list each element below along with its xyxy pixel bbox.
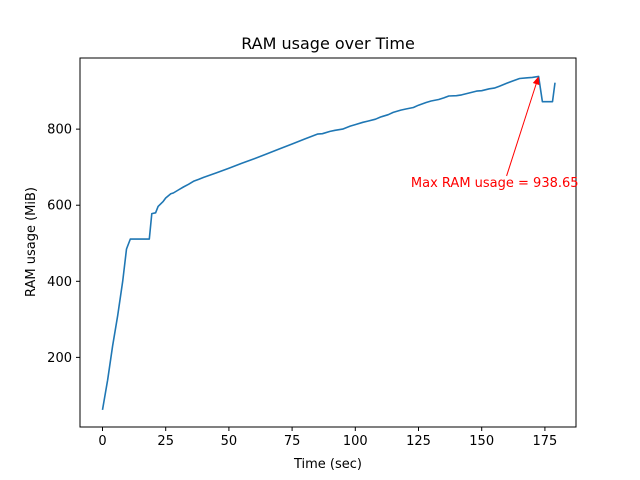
x-axis-ticks: 0 25 50 75 100 125 150 175 (98, 427, 557, 449)
annotation-label: Max RAM usage = 938.65 (411, 176, 579, 191)
x-tick-label: 125 (406, 434, 431, 449)
x-tick-label: 25 (157, 434, 174, 449)
y-axis-label: RAM usage (MiB) (24, 187, 39, 297)
y-tick-label: 800 (47, 123, 72, 138)
x-tick-label: 100 (343, 434, 368, 449)
x-tick-label: 175 (532, 434, 557, 449)
x-tick-label: 150 (469, 434, 494, 449)
x-tick-label: 75 (284, 434, 301, 449)
x-tick-label: 0 (98, 434, 106, 449)
x-axis-label: Time (sec) (293, 457, 362, 472)
x-tick-label: 50 (221, 434, 238, 449)
annotation-arrow (507, 84, 537, 176)
y-axis-ticks: 200 400 600 800 (47, 123, 80, 366)
y-tick-label: 600 (47, 199, 72, 214)
y-tick-label: 200 (47, 351, 72, 366)
series-line-ram-usage (103, 76, 556, 410)
plot-frame (80, 58, 576, 427)
chart-title: RAM usage over Time (241, 34, 415, 53)
y-tick-label: 400 (47, 275, 72, 290)
